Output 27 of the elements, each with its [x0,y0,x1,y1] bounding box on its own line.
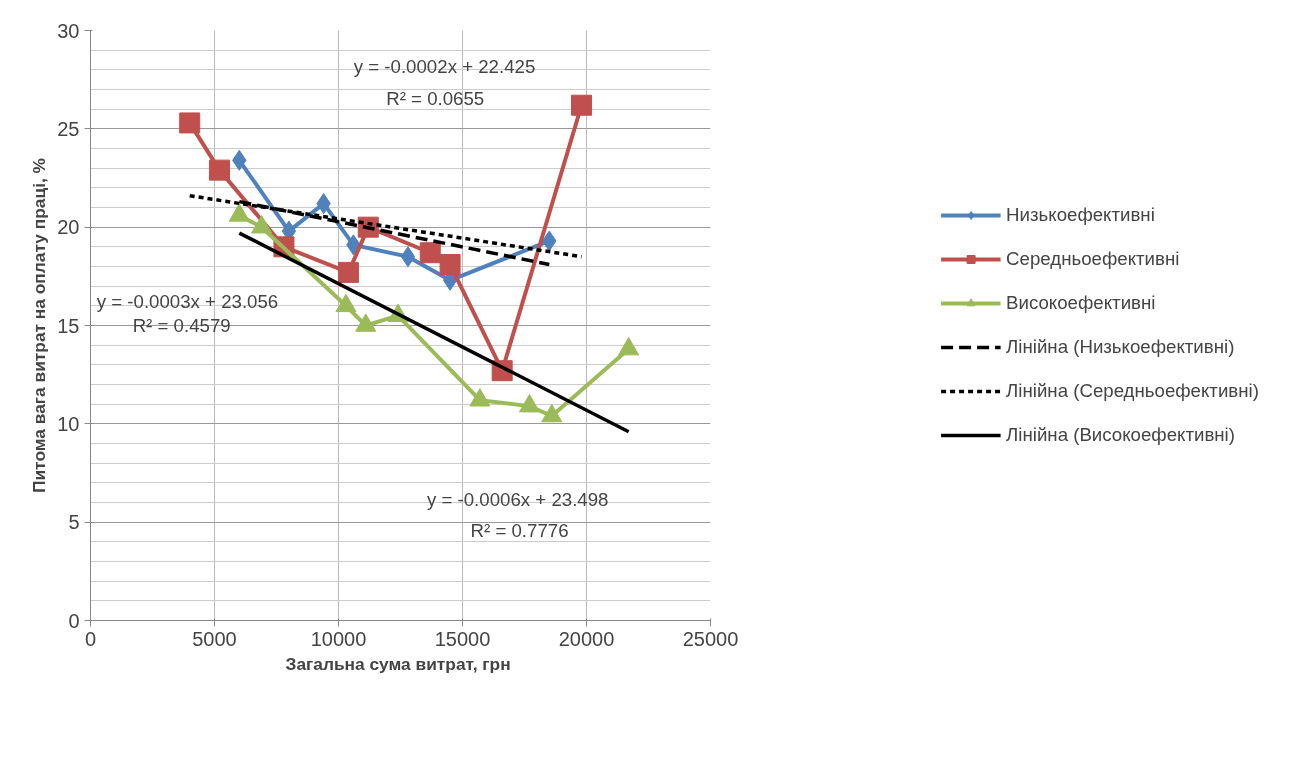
annotation: R² = 0.0655 [386,88,485,110]
x-tick-label: 20000 [558,627,615,650]
x-tick-label: 5000 [192,627,237,650]
annotation: R² = 0.4579 [132,315,231,336]
legend-label: Лінійна (Низькоефективні) [1006,336,1235,358]
legend-label: Лінійна (Середньоефективні) [1006,380,1259,402]
x-tick-label: 25000 [682,627,739,650]
y-axis-title: Питома вага витрат на оплату праці, % [29,158,50,493]
legend-label: Лінійна (Високоефективні) [1006,424,1235,446]
x-axis-title: Загальна сума витрат, грн [285,653,511,674]
annotation: y = -0.0002x + 22.425 [353,55,536,77]
legend-label: Високоефективні [1006,292,1156,314]
y-tick-label: 0 [68,609,80,632]
y-tick-label: 10 [57,412,80,435]
y-tick-label: 5 [68,511,80,534]
annotation: y = -0.0003x + 23.056 [96,290,279,312]
annotation: y = -0.0006x + 23.498 [426,489,609,511]
y-tick-label: 25 [57,117,80,140]
legend-label: Середньоефективні [1006,248,1180,270]
x-tick-label: 0 [84,627,97,650]
x-tick-label: 10000 [310,627,367,650]
annotation: R² = 0.7776 [470,520,569,542]
x-tick-label: 15000 [434,627,491,650]
y-tick-label: 30 [57,19,80,42]
y-tick-label: 20 [57,216,80,239]
y-tick-label: 15 [57,314,80,337]
legend-label: Низькоефективні [1006,204,1155,226]
